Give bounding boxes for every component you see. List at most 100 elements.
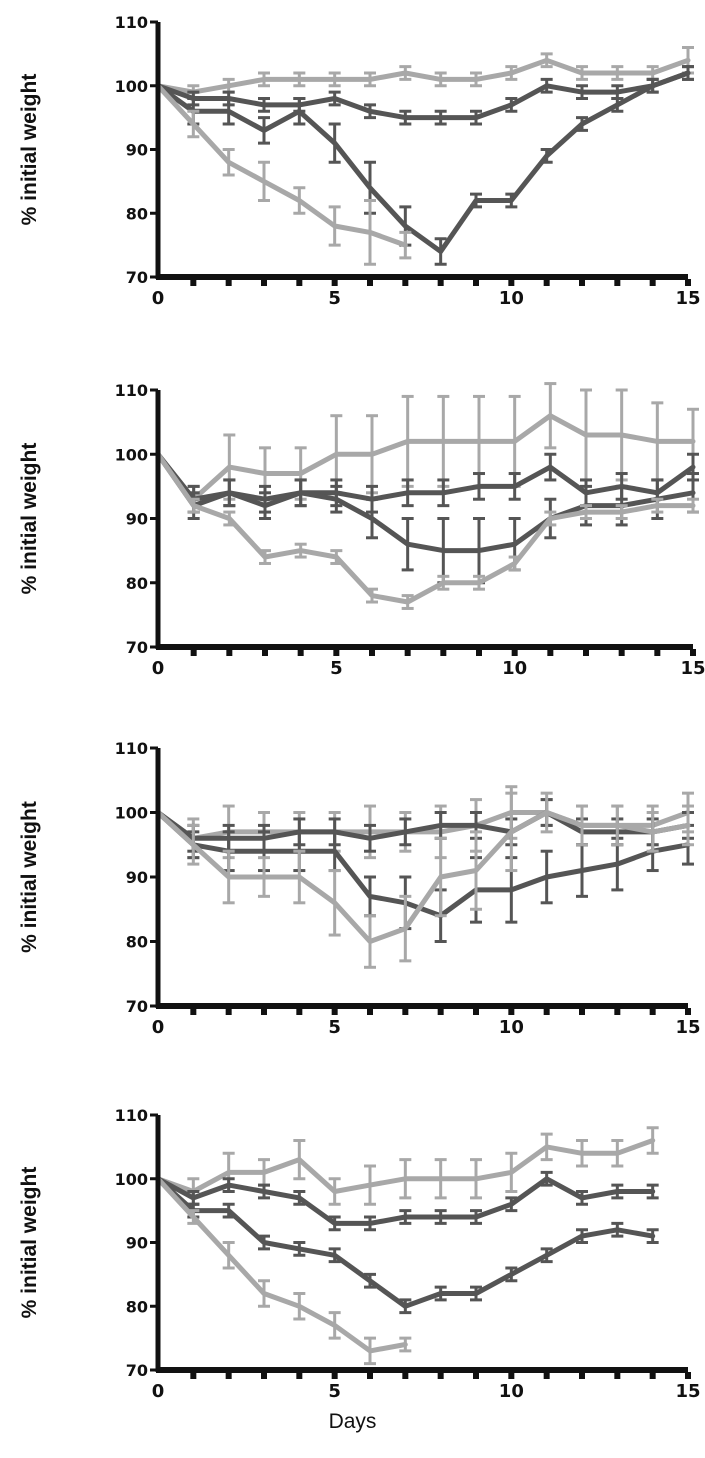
x-tick xyxy=(543,1372,550,1379)
x-tick xyxy=(261,1008,267,1015)
x-tick xyxy=(367,1372,373,1379)
panel-3: % initial weight 70 80 90 100 110 0 5 10 15 xyxy=(18,739,701,1038)
x-tick xyxy=(685,1372,691,1379)
x-tick xyxy=(367,279,373,286)
x-tick xyxy=(225,1008,232,1015)
series-4 xyxy=(155,1176,412,1366)
x-tick xyxy=(543,1008,550,1015)
y-axis-label: % initial weight xyxy=(18,74,41,226)
x-tick xyxy=(331,279,338,286)
x-tick xyxy=(614,279,621,286)
series-1 xyxy=(155,46,694,100)
x-tick xyxy=(225,1372,232,1379)
x-tick-label: 0 xyxy=(152,658,165,679)
x-tick xyxy=(331,1372,338,1379)
x-tick-label: 15 xyxy=(675,1017,700,1038)
x-tick xyxy=(296,1008,303,1015)
x-tick-label: 5 xyxy=(330,658,343,679)
x-tick xyxy=(579,279,585,286)
x-tick xyxy=(402,279,409,286)
x-tick xyxy=(190,649,197,656)
series-line xyxy=(155,57,691,95)
x-tick-label: 10 xyxy=(499,1381,524,1402)
y-tick-label: 90 xyxy=(126,141,148,160)
x-tick-label: 10 xyxy=(502,658,527,679)
x-tick xyxy=(654,649,661,656)
x-tick xyxy=(331,1008,338,1015)
x-tick-label: 5 xyxy=(328,288,341,309)
series-line xyxy=(155,70,691,121)
x-tick xyxy=(618,649,625,656)
x-tick xyxy=(437,1372,444,1379)
x-tick-label: 10 xyxy=(499,288,524,309)
x-tick xyxy=(649,1372,656,1379)
y-axis-label: % initial weight xyxy=(18,801,41,953)
series-line xyxy=(155,70,691,254)
x-tick xyxy=(473,279,479,286)
y-tick-label: 90 xyxy=(126,510,148,529)
x-tick xyxy=(262,649,268,656)
panel-4: % initial weight 70 80 90 100 110 0 5 10 15 xyxy=(18,1106,701,1402)
series-line xyxy=(155,83,408,248)
y-tick-label: 80 xyxy=(126,204,148,223)
series-4 xyxy=(155,791,694,969)
x-tick xyxy=(508,1008,515,1015)
y-tick-label: 90 xyxy=(126,868,148,887)
x-tick xyxy=(649,279,656,286)
x-tick xyxy=(579,1372,585,1379)
y-tick-label: 70 xyxy=(126,268,148,287)
x-tick xyxy=(402,1008,409,1015)
x-tick xyxy=(190,279,197,286)
x-tick xyxy=(190,1372,197,1379)
series-line xyxy=(155,810,691,919)
x-tick xyxy=(333,649,340,656)
x-tick xyxy=(402,1372,409,1379)
x-tick xyxy=(476,649,482,656)
y-tick-label: 100 xyxy=(115,445,148,464)
x-tick xyxy=(547,649,554,656)
x-tick xyxy=(543,279,550,286)
x-tick xyxy=(614,1372,621,1379)
x-tick-label: 5 xyxy=(328,1017,341,1038)
x-tick xyxy=(297,649,304,656)
x-tick xyxy=(508,1372,515,1379)
y-tick-label: 100 xyxy=(115,1170,148,1189)
x-tick xyxy=(190,1008,197,1015)
x-tick-label: 15 xyxy=(680,658,705,679)
x-tick xyxy=(614,1008,621,1015)
y-tick-label: 110 xyxy=(115,13,148,32)
panel-2: % initial weight 70 80 90 100 110 0 5 10 15 xyxy=(18,381,705,679)
x-tick xyxy=(226,649,233,656)
x-tick xyxy=(473,1372,479,1379)
series-line xyxy=(155,451,696,554)
x-tick-label: 0 xyxy=(152,288,165,309)
series-line xyxy=(155,413,696,502)
x-tick-label: 15 xyxy=(675,288,700,309)
y-tick-label: 80 xyxy=(126,574,148,593)
x-tick xyxy=(511,649,518,656)
x-tick xyxy=(369,649,375,656)
x-tick-label: 10 xyxy=(499,1017,524,1038)
y-tick-label: 80 xyxy=(126,1297,148,1316)
series-line xyxy=(155,810,691,944)
x-tick xyxy=(437,279,444,286)
y-tick-label: 70 xyxy=(126,638,148,657)
x-tick xyxy=(437,1008,444,1015)
series-line xyxy=(155,451,696,605)
y-tick-label: 110 xyxy=(115,739,148,758)
x-tick xyxy=(685,1008,691,1015)
series-3 xyxy=(155,1176,659,1315)
x-tick xyxy=(367,1008,373,1015)
series-1 xyxy=(155,785,694,860)
x-tick xyxy=(649,1008,656,1015)
x-tick xyxy=(473,1008,479,1015)
x-tick xyxy=(685,279,691,286)
y-tick-label: 100 xyxy=(115,77,148,96)
series-line xyxy=(155,451,696,509)
x-tick xyxy=(225,279,232,286)
y-tick-label: 110 xyxy=(115,381,148,400)
series-1 xyxy=(155,1126,659,1206)
y-tick-label: 70 xyxy=(126,997,148,1016)
x-tick xyxy=(296,279,303,286)
